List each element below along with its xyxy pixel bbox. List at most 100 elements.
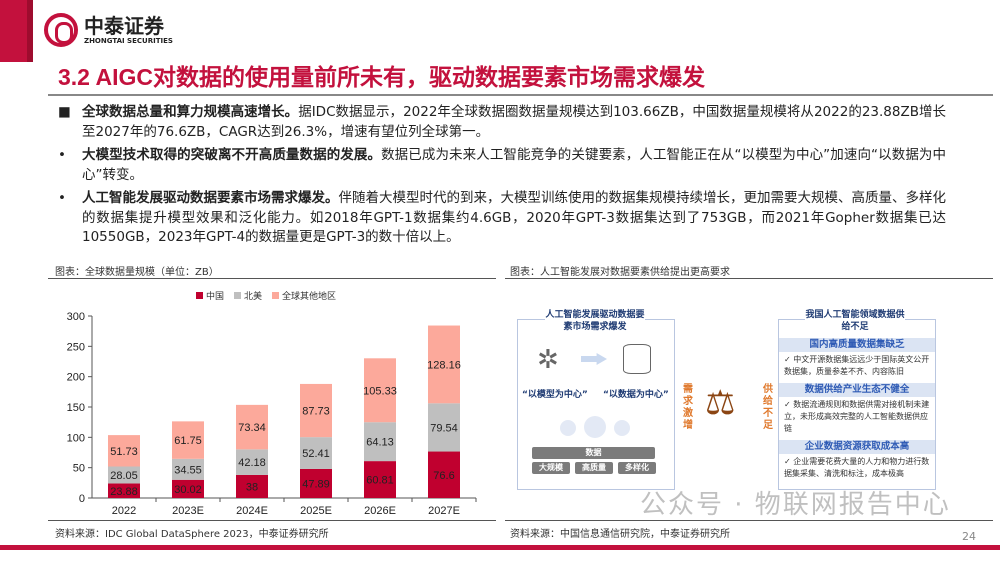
data-label: 42.18	[238, 457, 266, 469]
y-tick-label: 150	[67, 402, 85, 414]
logo-cn: 中泰证券	[84, 14, 164, 38]
bullet-item: ■ 全球数据总量和算力规模高速增长。据IDC数据显示，2022年全球数据圈数据量规…	[56, 103, 946, 142]
bullet-text: 伴随着大模型时代的到来，大模型训练使用的数据集规模持续增长，更加需要大规模、高质…	[82, 190, 946, 245]
data-label: 34.55	[174, 464, 202, 476]
bullet-marker: •	[58, 190, 66, 206]
bar-segment	[428, 325, 460, 404]
y-tick-label: 0	[79, 493, 85, 505]
left-figure-source: 资料来源：IDC Global DataSphere 2023，中泰证券研究所	[55, 529, 329, 540]
bullet-item: • 大模型技术取得的突破离不开高质量数据的发展。数据已成为未来人工智能竞争的关键要…	[56, 146, 946, 185]
data-label: 79.54	[430, 422, 458, 434]
robot-icon	[560, 420, 576, 436]
demand-box-title: 人工智能发展驱动数据要素市场需求爆发	[545, 309, 645, 333]
data-label: 76.6	[433, 470, 454, 482]
tag-diversity: 多样化	[618, 462, 656, 474]
data-label: 105.33	[363, 385, 397, 397]
data-label: 64.13	[366, 437, 394, 449]
y-tick-label: 300	[67, 311, 85, 323]
source-divider	[505, 520, 993, 521]
bullet-list: ■ 全球数据总量和算力规模高速增长。据IDC数据显示，2022年全球数据圈数据量规…	[56, 103, 946, 252]
bullet-lead: 全球数据总量和算力规模高速增长。	[82, 104, 299, 120]
bar-segment	[236, 449, 268, 475]
data-label: 87.73	[302, 406, 330, 418]
bar-segment	[364, 461, 396, 498]
data-label: 52.41	[302, 448, 330, 460]
bullet-lead: 人工智能发展驱动数据要素市场需求爆发。	[82, 190, 339, 206]
x-tick-label: 2024E	[236, 505, 268, 517]
tag-large-scale: 大规模	[532, 462, 570, 474]
y-tick-label: 200	[67, 372, 85, 384]
legend-label: 全球其他地区	[282, 290, 336, 301]
bar-segment	[364, 422, 396, 462]
y-tick-label: 50	[73, 463, 85, 475]
database-icon	[623, 344, 651, 374]
bullet-lead: 大模型技术取得的突破离不开高质量数据的发展。	[82, 147, 382, 163]
scale-icon: ⚖	[705, 383, 736, 423]
data-label: 47.89	[302, 478, 330, 490]
data-label: 61.75	[174, 435, 202, 447]
issue-text: ✓ 中文开源数据集远远少于国际英文公开数据集，质量参差不齐、内容陈旧	[784, 355, 930, 376]
bar-segment	[364, 358, 396, 423]
logo-icon	[44, 13, 78, 47]
legend-swatch	[272, 292, 279, 299]
legend-label: 北美	[244, 290, 262, 301]
legend-label: 中国	[206, 290, 224, 301]
caption-divider	[48, 278, 496, 279]
y-tick-label: 250	[67, 341, 85, 353]
data-label: 73.34	[238, 422, 266, 434]
bar-segment	[108, 466, 140, 484]
data-label: 30.02	[174, 484, 202, 496]
data-label: 60.81	[366, 475, 394, 487]
bar-segment	[428, 403, 460, 452]
issue-text-body: 中文开源数据集远远少于国际英文公开数据集，质量参差不齐、内容陈旧	[784, 355, 930, 376]
demand-surge-label: 需求激增	[683, 384, 693, 431]
robot-icon	[584, 416, 606, 438]
right-figure-source: 资料来源：中国信息通信研究院，中泰证券研究所	[510, 529, 730, 540]
data-label: 38	[246, 481, 258, 493]
y-tick-label: 100	[67, 432, 85, 444]
stacked-bar-chart: 0 50 100 150 200 250 300 2022 23.88 28.05 51.73 202…	[67, 290, 477, 517]
bullet-marker: ■	[58, 104, 71, 120]
network-icon: ✲	[537, 345, 559, 375]
supply-box-title: 我国人工智能领域数据供给不足	[805, 309, 905, 333]
bar-segment	[428, 451, 460, 498]
footer-bar	[0, 545, 1000, 550]
page-number: 24	[962, 530, 976, 543]
robot-icon	[614, 420, 630, 436]
bar-segment	[300, 383, 332, 438]
source-divider	[48, 520, 496, 521]
logo: 中泰证券 ZHONGTAI SECURITIES	[44, 13, 173, 47]
data-label: 51.73	[110, 446, 138, 458]
issue-heading: 数据供给产业生态不健全	[779, 383, 935, 397]
bar-segment	[236, 404, 268, 450]
x-tick-label: 2025E	[300, 505, 332, 517]
brand-bar	[0, 0, 33, 62]
bar-segment	[172, 458, 204, 480]
issue-text-body: 数据流通规则和数据供需对接机制未建立，未形成高效完整的人工智能数据供应链	[784, 400, 930, 433]
page-title: 3.2 AIGC对数据的使用量前所未有，驱动数据要素市场需求爆发	[58, 64, 706, 90]
data-label: 28.05	[110, 470, 138, 482]
data-centric-label: “以数据为中心”	[603, 390, 669, 400]
bar-segment	[108, 483, 140, 498]
x-tick-label: 2027E	[428, 505, 460, 517]
legend-swatch	[196, 292, 203, 299]
issue-text: ✓ 数据流通规则和数据供需对接机制未建立，未形成高效完整的人工智能数据供应链	[784, 400, 930, 433]
issue-heading: 企业数据资源获取成本高	[779, 440, 935, 454]
title-divider	[48, 94, 993, 96]
bullet-text: 数据已成为未来人工智能竞争的关键要素，人工智能正在从“以模型为中心”加速向“以数…	[82, 147, 947, 183]
caption-divider	[505, 278, 993, 279]
bullet-item: • 人工智能发展驱动数据要素市场需求爆发。伴随着大模型时代的到来，大模型训练使用的…	[56, 189, 946, 248]
legend-swatch	[234, 292, 241, 299]
bar-segment	[300, 437, 332, 469]
issue-text-body: 企业需要花费大量的人力和物力进行数据集采集、清洗和标注，成本极高	[784, 457, 930, 478]
left-figure-caption: 图表：全球数据量规模（单位：ZB）	[55, 267, 219, 278]
arrow-right-icon	[581, 353, 607, 365]
issue-text: ✓ 企业需要花费大量的人力和物力进行数据集采集、清洗和标注，成本极高	[784, 457, 930, 478]
watermark: 公众号 · 物联网报告中心	[640, 490, 951, 520]
bar-segment	[108, 435, 140, 467]
bar-segment	[236, 474, 268, 498]
tag-high-quality: 高质量	[575, 462, 613, 474]
bullet-marker: •	[58, 147, 66, 163]
right-figure-caption: 图表：人工智能发展对数据要素供给提出更高要求	[510, 267, 730, 278]
bar-segment	[172, 479, 204, 498]
